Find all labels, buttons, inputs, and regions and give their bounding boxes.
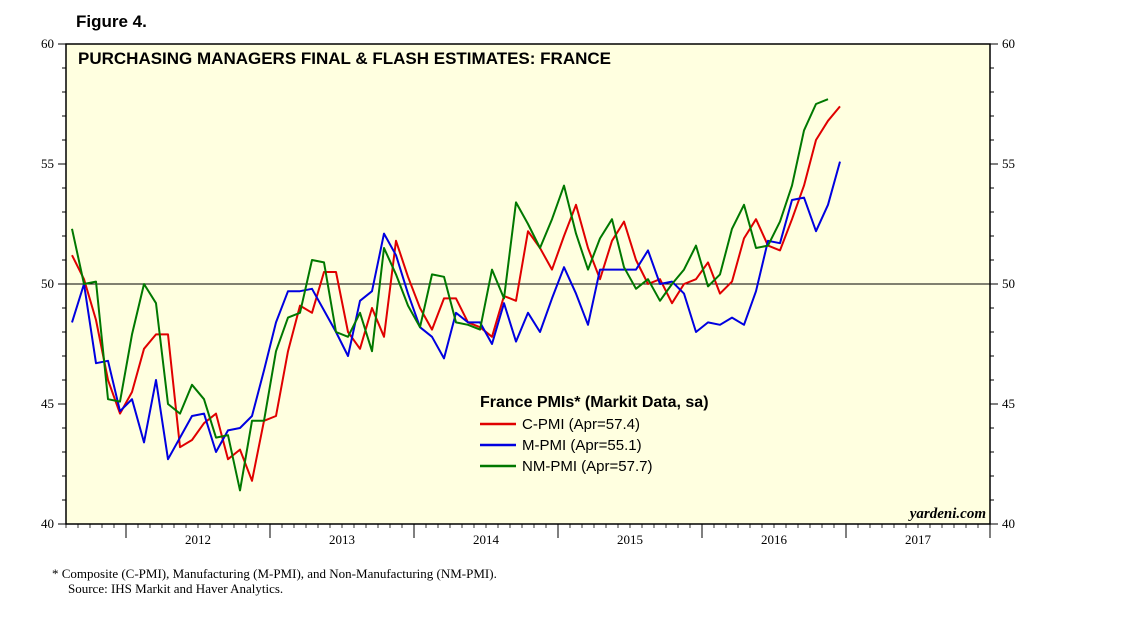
y-tick-label-left: 40 <box>41 516 54 531</box>
y-tick-label-left: 60 <box>41 36 54 51</box>
x-tick-label: 2017 <box>905 532 932 547</box>
y-tick-label-right: 60 <box>1002 36 1015 51</box>
watermark: yardeni.com <box>908 506 986 522</box>
legend-title: France PMIs* (Markit Data, sa) <box>480 394 709 411</box>
pmi-line-chart: 40 40 45 45 50 50 55 55 60 60 2012 2013 2014 2015 2016… <box>0 0 1138 560</box>
y-tick-label-left: 45 <box>41 396 54 411</box>
footnote-definitions: * Composite (C-PMI), Manufacturing (M-PM… <box>52 566 497 581</box>
legend-label-nm-pmi: NM-PMI (Apr=57.7) <box>522 458 652 475</box>
x-tick-label: 2013 <box>329 532 355 547</box>
legend-label-c-pmi: C-PMI (Apr=57.4) <box>522 416 640 433</box>
legend-label-m-pmi: M-PMI (Apr=55.1) <box>522 437 642 454</box>
x-tick-label: 2015 <box>617 532 643 547</box>
x-tick-label: 2012 <box>185 532 211 547</box>
y-tick-label-right: 55 <box>1002 156 1015 171</box>
y-tick-label-right: 40 <box>1002 516 1015 531</box>
footnote: * Composite (C-PMI), Manufacturing (M-PM… <box>52 566 497 596</box>
y-tick-label-right: 45 <box>1002 396 1015 411</box>
y-tick-label-left: 50 <box>41 276 54 291</box>
x-tick-label: 2016 <box>761 532 788 547</box>
chart-title: PURCHASING MANAGERS FINAL & FLASH ESTIMA… <box>78 49 611 68</box>
x-tick-label: 2014 <box>473 532 500 547</box>
y-tick-label-left: 55 <box>41 156 54 171</box>
footnote-source: Source: IHS Markit and Haver Analytics. <box>52 581 497 596</box>
y-tick-label-right: 50 <box>1002 276 1015 291</box>
